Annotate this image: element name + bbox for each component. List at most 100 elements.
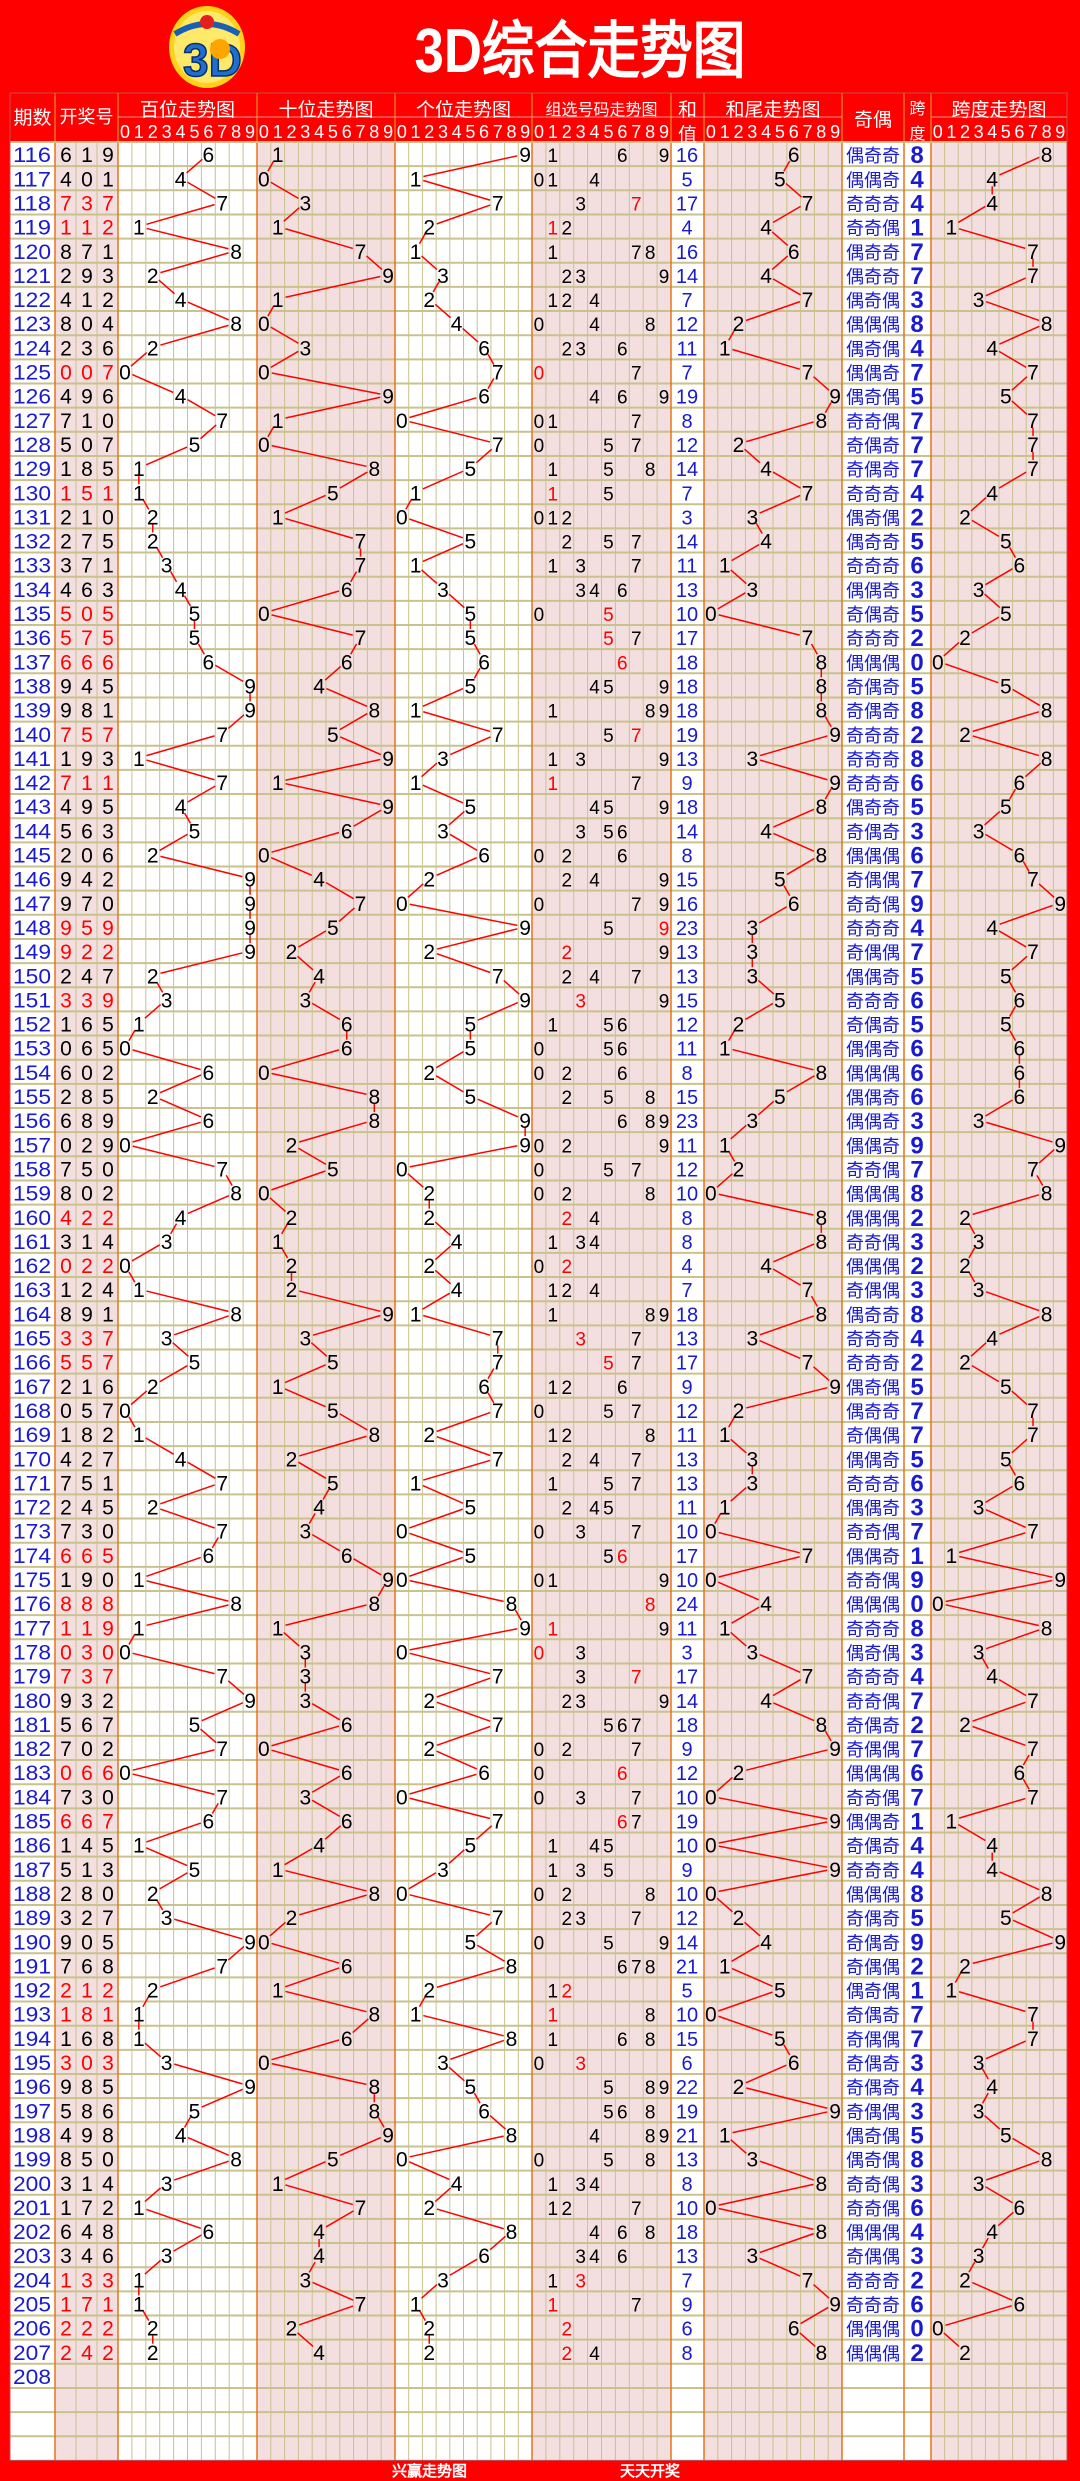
draw-digit: 3: [81, 1521, 93, 1544]
trend-digit-hun: 7: [216, 1472, 228, 1495]
trend-line: [985, 1291, 1040, 1312]
issue-number: 143: [13, 796, 51, 819]
group-digit: 3: [575, 2054, 586, 2075]
trend-digit-spn: 5: [1000, 2124, 1012, 2147]
header-digit-2: 2: [286, 122, 296, 142]
issue-number: 136: [13, 627, 51, 650]
trend-digit-spn: 5: [1000, 1907, 1012, 1930]
trend-digit-hun: 6: [203, 651, 215, 674]
trend-digit-spn: 8: [1041, 748, 1053, 771]
group-digit: 2: [561, 1740, 572, 1761]
group-digit: 2: [561, 847, 572, 868]
group-digit: 1: [548, 2296, 559, 2317]
group-digit: 1: [548, 702, 559, 723]
trend-line: [943, 2332, 960, 2347]
parity-value: 偶偶偶: [846, 1595, 900, 1615]
parity-value: 奇奇奇: [846, 194, 900, 214]
header-digit-0: 0: [397, 122, 407, 142]
trend-line: [758, 906, 788, 924]
trend-line: [718, 2183, 814, 2206]
header-digit-1: 1: [720, 122, 730, 142]
group-digit: 6: [617, 2223, 628, 2244]
trend-digit-ten: 7: [355, 555, 367, 578]
draw-digit: 2: [60, 2342, 72, 2365]
trend-digit-tail: 7: [802, 1545, 814, 1568]
group-digit: 8: [645, 243, 656, 264]
trend-digit-hun: 6: [203, 1811, 215, 1834]
header-digit-9: 9: [245, 122, 255, 142]
header-digit-8: 8: [645, 122, 655, 142]
span-value: 2: [910, 722, 923, 749]
group-digit: 0: [534, 1764, 545, 1785]
group-digit: 7: [631, 1668, 642, 1689]
trend-digit-ten: 6: [341, 1545, 353, 1568]
group-digit: 3: [575, 194, 586, 215]
group-digit: 3: [575, 339, 586, 360]
issue-number: 183: [13, 1762, 51, 1785]
issue-number: 159: [13, 1183, 51, 1206]
group-digit: 3: [575, 2247, 586, 2268]
footer-link-xingying[interactable]: 兴赢走势图: [392, 2463, 468, 2480]
trend-digit-spn: 3: [973, 820, 985, 843]
parity-value: 奇偶偶: [846, 871, 900, 891]
footer-link-tiantian[interactable]: 天天开奖: [620, 2463, 681, 2480]
trend-line: [744, 448, 761, 464]
trend-digit-uni: 0: [396, 1521, 408, 1544]
trend-digit-hun: 4: [175, 168, 187, 191]
header-digit-1: 1: [411, 122, 421, 142]
trend-line: [783, 885, 791, 897]
group-digit: 2: [561, 1982, 572, 2003]
trend-digit-spn: 7: [1027, 1690, 1039, 1713]
draw-digit: 2: [102, 1183, 114, 1206]
issue-number: 162: [13, 1255, 51, 1278]
trend-digit-tail: 0: [705, 1521, 717, 1544]
group-digit: 8: [645, 1957, 656, 1978]
trend-digit-spn: 9: [1054, 1931, 1066, 1954]
trend-digit-ten: 3: [299, 1666, 311, 1689]
group-digit: 4: [589, 1450, 600, 1471]
group-digit: 9: [659, 943, 670, 964]
span-value: 7: [910, 1398, 923, 1425]
trend-line: [311, 1002, 341, 1021]
trend-digit-spn: 7: [1027, 241, 1039, 264]
draw-digit: 5: [60, 2100, 72, 2123]
trend-line: [409, 1894, 491, 1916]
draw-digit: 0: [81, 1183, 93, 1206]
trend-line: [270, 181, 299, 199]
trend-digit-hun: 0: [119, 1255, 131, 1278]
trend-digit-ten: 8: [368, 1424, 380, 1447]
group-digit: 0: [534, 1740, 545, 1761]
trend-digit-uni: 9: [519, 1134, 531, 1157]
trend-line: [718, 1991, 773, 2012]
group-digit: 3: [575, 822, 586, 843]
group-digit: 7: [631, 1909, 642, 1930]
trend-line: [418, 2310, 426, 2321]
group-digit: 3: [575, 1909, 586, 1930]
sum-value: 14: [676, 821, 698, 843]
group-digit: 2: [561, 1692, 572, 1713]
trend-line: [269, 1921, 286, 1937]
group-digit: 8: [645, 1426, 656, 1447]
sum-value: 3: [681, 1642, 692, 1664]
trend-digit-hun: 4: [175, 386, 187, 409]
trend-digit-ten: 3: [299, 192, 311, 215]
trend-digit-spn: 2: [959, 2269, 971, 2292]
trend-digit-tail: 1: [719, 555, 731, 578]
trend-digit-hun: 9: [244, 2076, 256, 2099]
group-digit: 2: [561, 1885, 572, 1906]
draw-digit: 4: [81, 2245, 93, 2268]
draw-digit: 3: [81, 337, 93, 360]
sum-value: 18: [676, 2222, 698, 2244]
parity-value: 奇偶偶: [846, 2247, 900, 2267]
group-digit: 5: [603, 822, 614, 843]
issue-number: 167: [13, 1376, 51, 1399]
group-digit: 2: [561, 1257, 572, 1278]
draw-digit: 1: [60, 1835, 72, 1858]
span-value: 5: [910, 1446, 923, 1473]
trend-digit-hun: 2: [147, 845, 159, 868]
trend-line: [409, 1145, 518, 1168]
parity-value: 奇偶奇: [846, 1909, 900, 1929]
header-digit-2: 2: [733, 122, 743, 142]
trend-digit-ten: 0: [258, 603, 270, 626]
trend-line: [377, 2116, 385, 2128]
